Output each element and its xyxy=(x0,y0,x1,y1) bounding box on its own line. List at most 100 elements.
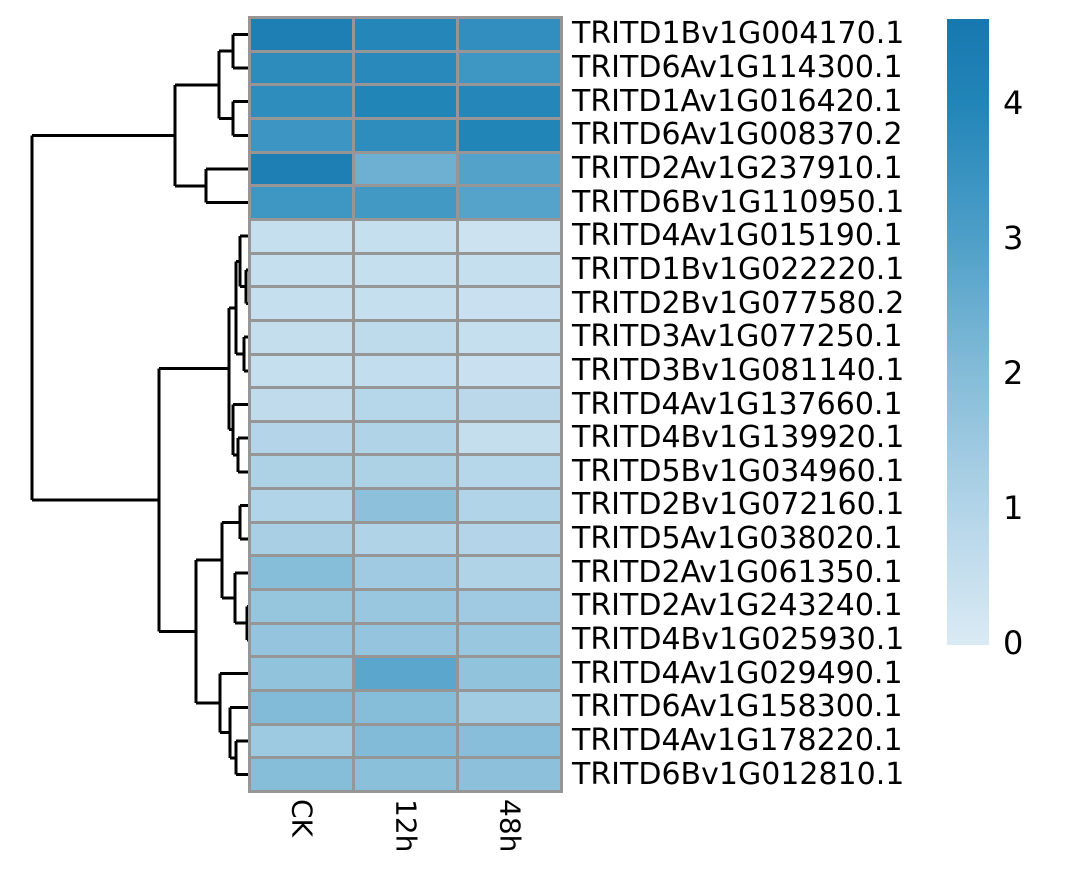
row-label: TRITD6Bv1G110950.1 xyxy=(572,184,905,220)
heatmap-cell xyxy=(459,658,560,690)
heatmap-cell xyxy=(251,422,352,454)
heatmap-cell xyxy=(459,557,560,589)
heatmap-cell xyxy=(459,624,560,656)
heatmap-cell xyxy=(459,321,560,353)
colorbar-tick-label: 0 xyxy=(1003,624,1024,662)
heatmap-cell xyxy=(251,86,352,117)
heatmap-cell xyxy=(355,321,456,353)
row-label: TRITD4Av1G178220.1 xyxy=(572,723,903,759)
heatmap-cell xyxy=(251,220,352,252)
heatmap-cell xyxy=(459,220,560,252)
heatmap-cell xyxy=(459,153,560,185)
row-label: TRITD4Av1G029490.1 xyxy=(572,655,903,691)
heatmap-cell xyxy=(355,456,456,488)
row-label: TRITD4Bv1G139920.1 xyxy=(572,420,905,456)
heatmap-cell xyxy=(355,692,456,723)
colorbar-tick-label: 2 xyxy=(1003,354,1024,392)
heatmap-cell xyxy=(355,389,456,420)
heatmap-cell xyxy=(459,86,560,117)
heatmap-cell xyxy=(251,456,352,488)
row-label: TRITD2Av1G237910.1 xyxy=(572,150,903,186)
heatmap-cell xyxy=(251,725,352,757)
row-label: TRITD5Bv1G034960.1 xyxy=(572,453,905,489)
heatmap-cell xyxy=(251,490,352,521)
row-label: TRITD2Av1G243240.1 xyxy=(572,588,903,624)
heatmap-cell xyxy=(355,119,456,151)
row-label: TRITD6Av1G008370.2 xyxy=(572,117,903,153)
heatmap-cell xyxy=(251,355,352,387)
heatmap-cell xyxy=(355,490,456,521)
heatmap-cell xyxy=(251,591,352,622)
heatmap-cell xyxy=(355,288,456,319)
colorbar-tick-label: 3 xyxy=(1003,219,1024,257)
column-label: CK xyxy=(285,799,319,837)
heatmap-cell xyxy=(355,254,456,286)
row-label: TRITD2Av1G061350.1 xyxy=(572,554,903,590)
heatmap-cell xyxy=(251,658,352,690)
heatmap-cell xyxy=(355,220,456,252)
heatmap-cell xyxy=(251,557,352,589)
heatmap-cell xyxy=(355,187,456,218)
row-label: TRITD2Bv1G077580.2 xyxy=(572,285,905,321)
heatmap-cell xyxy=(251,254,352,286)
heatmap-cell xyxy=(251,321,352,353)
row-label: TRITD1Bv1G004170.1 xyxy=(572,16,905,52)
heatmap-cell xyxy=(355,759,456,790)
heatmap-cell xyxy=(355,86,456,117)
heatmap-cell xyxy=(251,187,352,218)
heatmap-cell xyxy=(251,52,352,84)
row-label: TRITD5Av1G038020.1 xyxy=(572,521,903,557)
heatmap-cell xyxy=(459,355,560,387)
heatmap-cell xyxy=(355,725,456,757)
row-label: TRITD6Av1G114300.1 xyxy=(572,49,903,85)
row-label: TRITD4Av1G015190.1 xyxy=(572,218,903,254)
heatmap-cell xyxy=(251,288,352,319)
column-label: 12h xyxy=(389,799,423,853)
heatmap-cell xyxy=(459,692,560,723)
row-label: TRITD4Bv1G025930.1 xyxy=(572,622,905,658)
heatmap-cell xyxy=(355,591,456,622)
heatmap-cell xyxy=(355,153,456,185)
heatmap-cell xyxy=(251,692,352,723)
heatmap-cell xyxy=(459,254,560,286)
row-label: TRITD4Av1G137660.1 xyxy=(572,386,903,422)
heatmap-cell xyxy=(355,557,456,589)
row-label: TRITD1Av1G016420.1 xyxy=(572,83,903,119)
heatmap-cell xyxy=(355,658,456,690)
colorbar-tick-label: 4 xyxy=(1003,84,1024,122)
heatmap-cell xyxy=(251,624,352,656)
heatmap-cell xyxy=(251,523,352,555)
heatmap-cell xyxy=(355,422,456,454)
heatmap-cell xyxy=(459,490,560,521)
heatmap-grid xyxy=(248,16,563,793)
heatmap-cell xyxy=(251,119,352,151)
colorbar-tick-label: 1 xyxy=(1003,489,1024,527)
row-label: TRITD1Bv1G022220.1 xyxy=(572,251,905,287)
colorbar xyxy=(947,19,989,645)
heatmap-cell xyxy=(459,523,560,555)
heatmap-cell xyxy=(459,759,560,790)
row-dendrogram xyxy=(30,32,251,777)
heatmap-cell xyxy=(459,52,560,84)
heatmap-cell xyxy=(459,725,560,757)
heatmap-cell xyxy=(459,187,560,218)
heatmap-cell xyxy=(459,288,560,319)
heatmap-cell xyxy=(355,523,456,555)
heatmap-cell xyxy=(459,389,560,420)
heatmap-cell xyxy=(251,19,352,50)
heatmap-cell xyxy=(251,389,352,420)
heatmap-cell xyxy=(251,153,352,185)
heatmap-cell xyxy=(355,19,456,50)
column-label: 48h xyxy=(493,799,527,853)
heatmap-cell xyxy=(459,19,560,50)
heatmap-cell xyxy=(355,355,456,387)
heatmap-cell xyxy=(459,422,560,454)
heatmap-cell xyxy=(355,52,456,84)
heatmap-cell xyxy=(459,119,560,151)
heatmap-cell xyxy=(459,591,560,622)
row-label: TRITD2Bv1G072160.1 xyxy=(572,487,905,523)
heatmap-cell xyxy=(459,456,560,488)
row-label: TRITD6Bv1G012810.1 xyxy=(572,756,905,792)
heatmap-cell xyxy=(251,759,352,790)
